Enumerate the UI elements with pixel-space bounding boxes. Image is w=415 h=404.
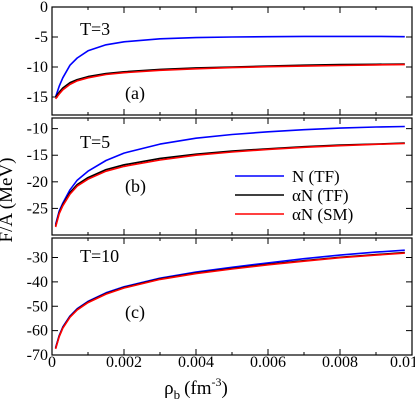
y-tick-label-2-3: -60 <box>27 323 48 340</box>
y-tick-label-1-1: -15 <box>27 147 48 164</box>
y-tick-label-1-3: -25 <box>27 200 48 217</box>
x-tick-label-5: 0.01 <box>390 354 415 371</box>
x-tick-labels: 0 0.002 0.004 0.006 0.008 0.01 <box>48 354 415 371</box>
y-tick-label-0-2: -10 <box>27 59 48 76</box>
y-tick-label-0-1: -5 <box>35 29 48 46</box>
panel-2: -30 -40 -50 -60 -70 T=10 (c) <box>27 237 413 364</box>
x-tick-label-2: 0.004 <box>178 354 214 371</box>
panel-label-1: (b) <box>125 176 146 197</box>
y-tick-label-2-2: -50 <box>27 298 48 315</box>
temperature-label-0: T=3 <box>80 19 110 39</box>
y-tick-label-2-4: -70 <box>27 347 48 364</box>
series-line-1-0 <box>54 125 405 225</box>
x-axis-label-close: ) <box>222 378 228 399</box>
series-line-1-2 <box>54 142 405 228</box>
y-tick-label-1-0: -10 <box>27 121 48 138</box>
x-tick-label-3: 0.006 <box>250 354 286 371</box>
temperature-label-1: T=5 <box>80 132 110 152</box>
x-tick-label-0: 0 <box>48 354 56 371</box>
legend-label-n-tf: N (TF) <box>292 167 340 186</box>
legend: N (TF) αN (TF) αN (SM) <box>235 167 353 224</box>
panel-label-0: (a) <box>125 83 145 104</box>
series-line-0-1 <box>54 63 405 98</box>
series-line-0-0 <box>54 35 405 98</box>
x-axis-label-sub: b <box>174 387 181 402</box>
x-axis-label-main: ρ <box>164 378 173 399</box>
series-line-2-2 <box>54 252 405 350</box>
x-tick-label-1: 0.002 <box>106 354 142 371</box>
legend-label-alphan-tf: αN (TF) <box>292 186 349 205</box>
x-axis-label-exp: -3 <box>212 375 222 389</box>
y-tick-label-0-3: -15 <box>27 89 48 106</box>
x-axis-label-unit: (fm <box>184 378 212 399</box>
y-axis-label: F/A (MeV) <box>0 158 17 243</box>
y-tick-label-2-0: -30 <box>27 250 48 267</box>
y-tick-label-1-2: -20 <box>27 174 48 191</box>
panel-1: -10 -15 -20 -25 T=5 (b) <box>27 117 413 236</box>
y-tick-label-2-1: -40 <box>27 274 48 291</box>
y-tick-label-0-0: 0 <box>40 0 48 16</box>
panels-group: 0-5-10-15T=3(a)-10-15-20-25T=5(b)-30-40-… <box>27 0 413 364</box>
series-line-0-2 <box>54 63 405 100</box>
temperature-label-2: T=10 <box>80 246 119 266</box>
panel-label-2: (c) <box>125 302 145 323</box>
x-axis-label: ρb (fm-3) <box>164 375 228 402</box>
panel-0: 0 -5 -10 -15 T=3 (a) <box>27 0 413 116</box>
legend-label-alphan-sm: αN (SM) <box>292 205 353 224</box>
x-tick-label-4: 0.008 <box>322 354 358 371</box>
